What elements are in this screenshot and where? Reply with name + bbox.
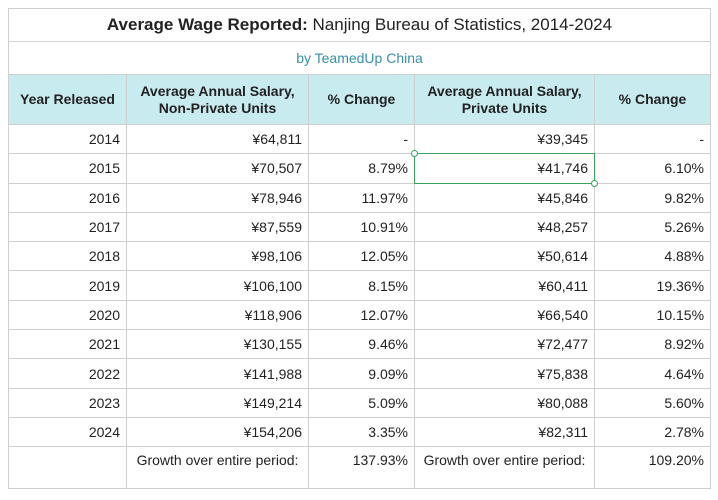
table-row: 2020 ¥118,906 12.07% ¥66,540 10.15% [8, 299, 712, 331]
header-salary-private[interactable]: Average Annual Salary, Private Units [414, 74, 595, 125]
salary-non-private-cell[interactable]: ¥118,906 [126, 299, 309, 331]
salary-non-private-cell[interactable]: ¥98,106 [126, 241, 309, 272]
change-private-cell[interactable]: 6.10% [593, 153, 712, 184]
growth-value-private[interactable]: 109.20% [593, 446, 712, 490]
table-row: 2018 ¥98,106 12.05% ¥50,614 4.88% [8, 241, 712, 272]
salary-non-private-cell[interactable]: ¥78,946 [126, 182, 309, 213]
change-non-private-cell[interactable]: 8.15% [308, 270, 415, 301]
salary-non-private-cell[interactable]: ¥141,988 [126, 358, 309, 389]
change-private-cell[interactable]: 9.82% [593, 182, 712, 213]
year-cell[interactable]: 2019 [8, 270, 127, 301]
salary-private-cell[interactable]: ¥39,345 [414, 123, 595, 155]
salary-private-cell[interactable]: ¥82,311 [414, 416, 595, 448]
change-non-private-cell[interactable]: 8.79% [308, 153, 415, 184]
salary-non-private-cell[interactable]: ¥149,214 [126, 387, 309, 418]
header-salary-non-private[interactable]: Average Annual Salary, Non-Private Units [126, 74, 309, 125]
table-row: 2021 ¥130,155 9.46% ¥72,477 8.92% [8, 329, 712, 360]
subtitle-row: by TeamedUp China [7, 41, 712, 75]
selected-cell-value: ¥41,746 [537, 160, 588, 177]
change-private-cell[interactable]: 19.36% [593, 270, 712, 301]
change-non-private-cell[interactable]: 3.35% [308, 416, 415, 448]
growth-value-non-private[interactable]: 137.93% [308, 446, 415, 490]
header-year[interactable]: Year Released [8, 74, 127, 125]
year-cell[interactable]: 2023 [8, 387, 127, 418]
change-non-private-cell[interactable]: 12.05% [308, 241, 415, 272]
growth-label-private[interactable]: Growth over entire period: [414, 446, 595, 490]
table-subtitle[interactable]: by TeamedUp China [7, 41, 712, 75]
title-bold: Average Wage Reported: [106, 15, 308, 34]
year-cell[interactable]: 2024 [8, 416, 127, 448]
header-row: Year Released Average Annual Salary, Non… [8, 74, 712, 125]
year-cell[interactable]: 2017 [8, 211, 127, 243]
salary-private-cell[interactable]: ¥45,846 [414, 182, 595, 213]
salary-private-cell[interactable]: ¥48,257 [414, 211, 595, 243]
salary-private-cell[interactable]: ¥80,088 [414, 387, 595, 418]
table-row: 2016 ¥78,946 11.97% ¥45,846 9.82% [8, 182, 712, 213]
year-cell[interactable]: 2018 [8, 241, 127, 272]
header-change-private[interactable]: % Change [593, 74, 712, 125]
table-row: 2019 ¥106,100 8.15% ¥60,411 19.36% [8, 270, 712, 301]
change-private-cell[interactable]: 4.64% [593, 358, 712, 389]
salary-non-private-cell[interactable]: ¥154,206 [126, 416, 309, 448]
year-cell[interactable]: 2020 [8, 299, 127, 331]
change-non-private-cell[interactable]: 12.07% [308, 299, 415, 331]
year-cell[interactable]: 2021 [8, 329, 127, 360]
salary-private-cell[interactable]: ¥60,411 [414, 270, 595, 301]
title-row: Average Wage Reported: Nanjing Bureau of… [7, 8, 712, 42]
salary-private-cell[interactable]: ¥66,540 [414, 299, 595, 331]
table-row: 2017 ¥87,559 10.91% ¥48,257 5.26% [8, 211, 712, 243]
title-rest: Nanjing Bureau of Statistics, 2014-2024 [307, 15, 613, 34]
year-cell[interactable]: 2014 [8, 123, 127, 155]
change-private-cell[interactable]: 4.88% [593, 241, 712, 272]
growth-label-non-private[interactable]: Growth over entire period: [126, 446, 309, 490]
table-row: 2014 ¥64,811- ¥39,345- [8, 123, 712, 155]
change-non-private-cell[interactable]: 9.46% [308, 329, 415, 360]
salary-private-cell[interactable]: ¥75,838 [414, 358, 595, 389]
spreadsheet: Average Wage Reported: Nanjing Bureau of… [7, 8, 712, 490]
change-non-private-cell[interactable]: 9.09% [308, 358, 415, 389]
year-cell[interactable]: 2016 [8, 182, 127, 213]
salary-non-private-cell[interactable]: ¥106,100 [126, 270, 309, 301]
salary-private-cell[interactable]: ¥50,614 [414, 241, 595, 272]
salary-non-private-cell[interactable]: ¥130,155 [126, 329, 309, 360]
salary-non-private-cell[interactable]: ¥87,559 [126, 211, 309, 243]
year-cell[interactable]: 2015 [8, 153, 127, 184]
salary-private-cell[interactable]: ¥72,477 [414, 329, 595, 360]
change-non-private-cell[interactable]: 10.91% [308, 211, 415, 243]
header-change-non-private[interactable]: % Change [308, 74, 415, 125]
change-non-private-cell[interactable]: 11.97% [308, 182, 415, 213]
selected-cell[interactable]: ¥41,746 [411, 150, 598, 187]
change-private-cell[interactable]: 5.26% [593, 211, 712, 243]
wage-table: Average Wage Reported: Nanjing Bureau of… [7, 8, 712, 490]
table-row: 2024 ¥154,206 3.35% ¥82,311 2.78% [8, 416, 712, 448]
table-row: 2023 ¥149,214 5.09% ¥80,088 5.60% [8, 387, 712, 418]
table-row: 2015 ¥70,507 8.79% ¥41,746 6.10% [8, 150, 712, 187]
table-row: 2022 ¥141,988 9.09% ¥75,838 4.64% [8, 358, 712, 389]
change-non-private-cell[interactable]: 5.09% [308, 387, 415, 418]
change-private-cell[interactable]: 8.92% [593, 329, 712, 360]
table-title[interactable]: Average Wage Reported: Nanjing Bureau of… [7, 8, 712, 42]
salary-non-private-cell[interactable]: ¥64,811 [126, 123, 309, 155]
change-private-cell[interactable]: 2.78% [593, 416, 712, 448]
table-body: 2014 ¥64,811- ¥39,345-2015 ¥70,507 8.79% ¥41,… [8, 123, 712, 448]
change-private-cell[interactable]: - [593, 123, 712, 155]
footer-row: Growth over entire period: 137.93% Growt… [8, 446, 712, 490]
footer-empty-cell[interactable] [8, 446, 127, 490]
change-private-cell[interactable]: 5.60% [593, 387, 712, 418]
change-private-cell[interactable]: 10.15% [593, 299, 712, 331]
year-cell[interactable]: 2022 [8, 358, 127, 389]
salary-non-private-cell[interactable]: ¥70,507 [126, 153, 309, 184]
change-non-private-cell[interactable]: - [308, 123, 415, 155]
